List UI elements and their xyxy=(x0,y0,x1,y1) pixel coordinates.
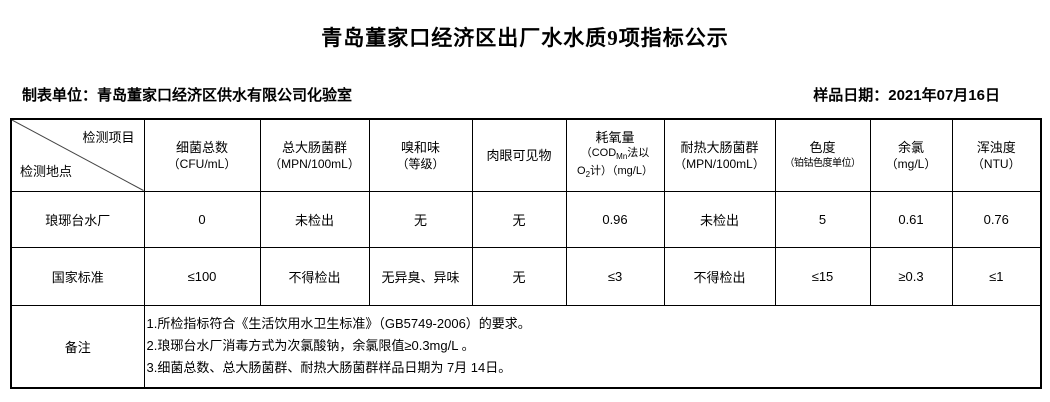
column-header-turbidity: 浑浊度 （NTU） xyxy=(951,118,1042,192)
table-cell: 无 xyxy=(471,246,567,306)
table-cell: ≤15 xyxy=(774,246,871,306)
table-cell: 0 xyxy=(143,190,261,248)
table-cell: ≤1 xyxy=(951,246,1042,306)
table-cell: 0.96 xyxy=(565,190,665,248)
column-header-total-coliform: 总大肠菌群 （MPN/100mL） xyxy=(259,118,370,192)
column-header-visible-matter: 肉眼可见物 xyxy=(471,118,567,192)
column-header-bacteria-count: 细菌总数 （CFU/mL） xyxy=(143,118,261,192)
table-cell: 不得检出 xyxy=(663,246,776,306)
table-row-langyatai: 琅琊台水厂 0 未检出 无 无 0.96 未检出 5 0.61 0.76 xyxy=(10,190,1042,248)
table-cell: 未检出 xyxy=(259,190,370,248)
meta-row: 制表单位：青岛董家口经济区供水有限公司化验室 样品日期：2021年07月16日 xyxy=(22,84,1000,105)
producer-label: 制表单位：青岛董家口经济区供水有限公司化验室 xyxy=(22,87,353,104)
table-row-national-standard: 国家标准 ≤100 不得检出 无异臭、异味 无 ≤3 不得检出 ≤15 ≥0.3… xyxy=(10,246,1042,306)
page-title: 青岛董家口经济区出厂水水质9项指标公示 xyxy=(321,26,729,50)
corner-label-location: 检测地点 xyxy=(20,163,73,179)
table-cell: ≤100 xyxy=(143,246,261,306)
table-cell: 0.61 xyxy=(869,190,953,248)
cod-unit: （CODMn法以 O2计）（mg/L） xyxy=(577,146,653,179)
remark-label: 备注 xyxy=(10,304,145,389)
corner-label-items: 检测项目 xyxy=(82,130,135,145)
remark-line-1: 1.所检指标符合《生活饮用水卫生标准》（GB5749-2006）的要求。 xyxy=(146,316,531,332)
row-label: 琅琊台水厂 xyxy=(10,190,145,248)
column-header-odor-taste: 嗅和味 （等级） xyxy=(368,118,473,192)
remark-content-cell: 1.所检指标符合《生活饮用水卫生标准》（GB5749-2006）的要求。 2.琅… xyxy=(143,304,1042,389)
remark-line-3: 3.细菌总数、总大肠菌群、耐热大肠菌群样品日期为 7月 14日。 xyxy=(146,360,512,376)
table-cell: 5 xyxy=(774,190,871,248)
table-cell: 无 xyxy=(368,190,473,248)
corner-header-cell: 检测项目 检测地点 xyxy=(10,118,145,192)
column-header-thermotolerant-coliform: 耐热大肠菌群 （MPN/100mL） xyxy=(663,118,776,192)
column-header-chroma: 色度 （铂钴色度单位） xyxy=(774,118,871,192)
table-cell: 无 xyxy=(471,190,567,248)
remark-row: 备注 1.所检指标符合《生活饮用水卫生标准》（GB5749-2006）的要求。 … xyxy=(10,304,1042,389)
table-header-row: 检测项目 检测地点 细菌总数 （CFU/mL） 总大肠菌群 （MPN/100mL… xyxy=(10,118,1042,192)
sample-date-label: 样品日期：2021年07月16日 xyxy=(813,87,1000,104)
table-cell: ≥0.3 xyxy=(869,246,953,306)
table-cell: ≤3 xyxy=(565,246,665,306)
table-cell: 未检出 xyxy=(663,190,776,248)
remark-line-2: 2.琅琊台水厂消毒方式为次氯酸钠，余氯限值≥0.3mg/L 。 xyxy=(146,338,475,354)
column-header-residual-chlorine: 余氯 （mg/L） xyxy=(869,118,953,192)
column-header-oxygen-consumption: 耗氧量 （CODMn法以 O2计）（mg/L） xyxy=(565,118,665,192)
row-label: 国家标准 xyxy=(10,246,145,306)
table-cell: 无异臭、异味 xyxy=(368,246,473,306)
table-cell: 0.76 xyxy=(951,190,1042,248)
table-cell: 不得检出 xyxy=(259,246,370,306)
diagonal-line xyxy=(12,120,144,191)
water-quality-table: 检测项目 检测地点 细菌总数 （CFU/mL） 总大肠菌群 （MPN/100mL… xyxy=(10,118,1042,389)
